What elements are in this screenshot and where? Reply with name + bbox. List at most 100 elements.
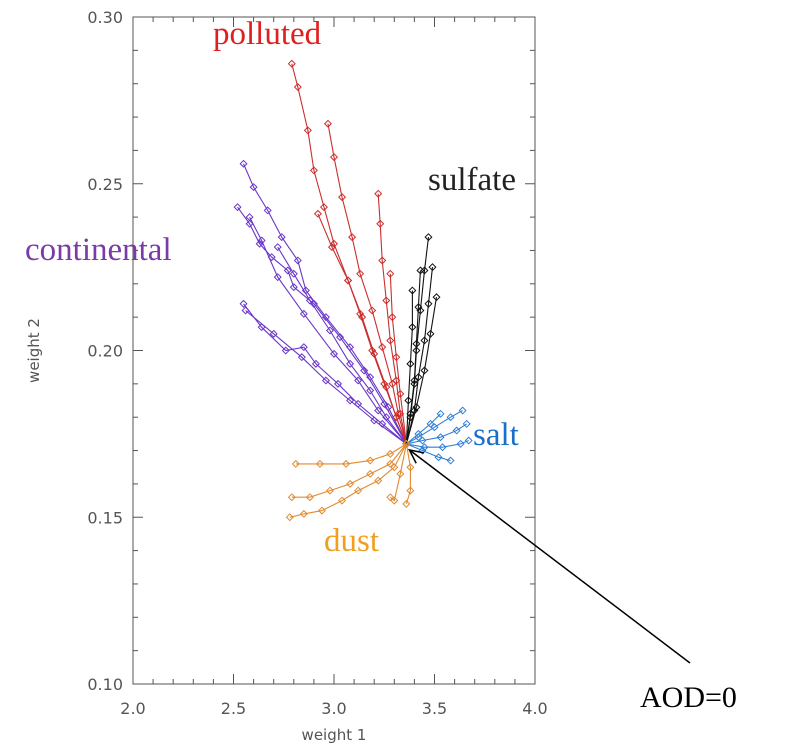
data-point-dust: [342, 459, 351, 468]
data-point-continental: [311, 359, 320, 368]
data-point-sulfate: [428, 263, 437, 272]
x-tick-label: 3.0: [321, 699, 346, 718]
data-point-salt: [452, 426, 461, 435]
data-point-polluted: [380, 379, 389, 388]
data-point-salt: [446, 413, 455, 422]
data-point-dust: [354, 486, 363, 495]
series-line-sulfate: [405, 297, 438, 445]
data-point-dust: [386, 449, 395, 458]
data-point-polluted: [386, 336, 395, 345]
data-point-polluted: [382, 296, 391, 305]
series-line-polluted: [327, 123, 407, 445]
series-layer: [233, 59, 473, 522]
data-point-dust: [299, 509, 308, 518]
data-point-dust: [338, 496, 347, 505]
data-point-salt: [418, 446, 427, 455]
data-point-sulfate: [404, 396, 413, 405]
series-sulfate: [402, 233, 441, 448]
data-point-dust: [374, 476, 383, 485]
series-polluted: [287, 59, 411, 448]
data-point-sulfate: [424, 233, 433, 242]
data-point-polluted: [392, 413, 401, 422]
data-point-salt: [434, 453, 443, 462]
data-point-continental: [245, 213, 254, 222]
data-point-continental: [269, 329, 278, 338]
data-point-continental: [239, 299, 248, 308]
data-point-polluted: [368, 306, 377, 315]
series-line-continental: [242, 163, 407, 445]
data-point-polluted: [382, 383, 391, 392]
data-point-salt: [436, 433, 445, 442]
data-point-polluted: [319, 203, 328, 212]
series-line-salt: [406, 410, 463, 445]
y-tick-label: 0.20: [87, 342, 123, 361]
data-point-polluted: [396, 389, 405, 398]
data-point-continental: [241, 306, 250, 315]
series-continental: [233, 159, 411, 448]
series-label-sulfate: sulfate: [428, 162, 516, 198]
data-point-continental: [354, 376, 363, 385]
data-point-salt: [464, 436, 473, 445]
series-line-sulfate: [405, 267, 434, 445]
series-line-dust: [295, 443, 407, 465]
data-point-continental: [273, 273, 282, 282]
series-line-sulfate: [405, 290, 413, 444]
data-point-dust: [366, 456, 375, 465]
data-point-salt: [430, 423, 439, 432]
annotation-arrow-head: [407, 448, 425, 464]
data-point-dust: [402, 439, 411, 448]
data-point-continental: [267, 253, 276, 262]
plot-area: 2.0 2.5 3.0 3.5 4.0 0.10 0.15 0.20 0.25 0.30: [87, 8, 547, 718]
series-label-salt: salt: [473, 417, 519, 453]
data-point-sulfate: [432, 293, 441, 302]
series-line-polluted: [291, 63, 407, 445]
data-point-sulfate: [414, 303, 423, 312]
data-point-continental: [249, 183, 258, 192]
data-point-polluted: [313, 209, 322, 218]
data-point-continental: [273, 243, 282, 252]
data-point-sulfate: [412, 339, 421, 348]
data-point-dust: [390, 463, 399, 472]
series-line-continental: [245, 310, 407, 445]
series-label-continental: continental: [25, 232, 172, 268]
data-point-salt: [436, 409, 445, 418]
data-point-polluted: [392, 353, 401, 362]
data-point-polluted: [388, 313, 397, 322]
data-point-continental: [297, 353, 306, 362]
data-point-dust: [325, 486, 334, 495]
series-line-polluted: [389, 273, 407, 444]
data-point-polluted: [386, 269, 395, 278]
data-point-polluted: [358, 313, 367, 322]
data-point-polluted: [338, 193, 347, 202]
series-line-dust: [291, 443, 407, 498]
series-line-salt: [406, 423, 468, 445]
data-point-continental: [382, 413, 391, 422]
data-point-continental: [305, 296, 314, 305]
y-tick-label: 0.15: [87, 508, 123, 527]
data-point-sulfate: [424, 299, 433, 308]
data-point-dust: [386, 493, 395, 502]
y-tick-label: 0.30: [87, 8, 123, 27]
data-point-polluted: [323, 119, 332, 128]
y-axis-label: weight 2: [25, 318, 43, 383]
data-point-dust: [396, 469, 405, 478]
data-point-sulfate: [414, 373, 423, 382]
data-point-polluted: [309, 166, 318, 175]
data-point-continental: [289, 269, 298, 278]
data-point-polluted: [287, 59, 296, 68]
data-point-continental: [370, 416, 379, 425]
data-point-salt: [446, 456, 455, 465]
data-point-salt: [456, 439, 465, 448]
data-point-continental: [329, 349, 339, 358]
data-point-salt: [462, 419, 471, 428]
data-point-continental: [380, 399, 389, 408]
data-point-sulfate: [426, 329, 435, 338]
data-point-continental: [334, 379, 343, 388]
data-point-dust: [305, 493, 314, 502]
data-point-sulfate: [412, 403, 421, 412]
data-point-salt: [414, 429, 423, 438]
series-line-salt: [406, 443, 451, 462]
data-point-continental: [277, 233, 286, 242]
series-line-continental: [237, 206, 407, 445]
